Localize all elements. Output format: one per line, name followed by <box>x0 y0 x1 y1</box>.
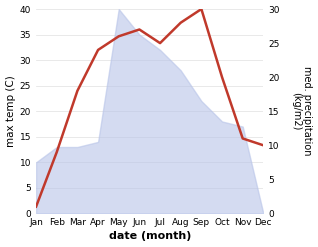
Y-axis label: max temp (C): max temp (C) <box>5 75 16 147</box>
X-axis label: date (month): date (month) <box>108 231 191 242</box>
Y-axis label: med. precipitation
(kg/m2): med. precipitation (kg/m2) <box>291 66 313 156</box>
